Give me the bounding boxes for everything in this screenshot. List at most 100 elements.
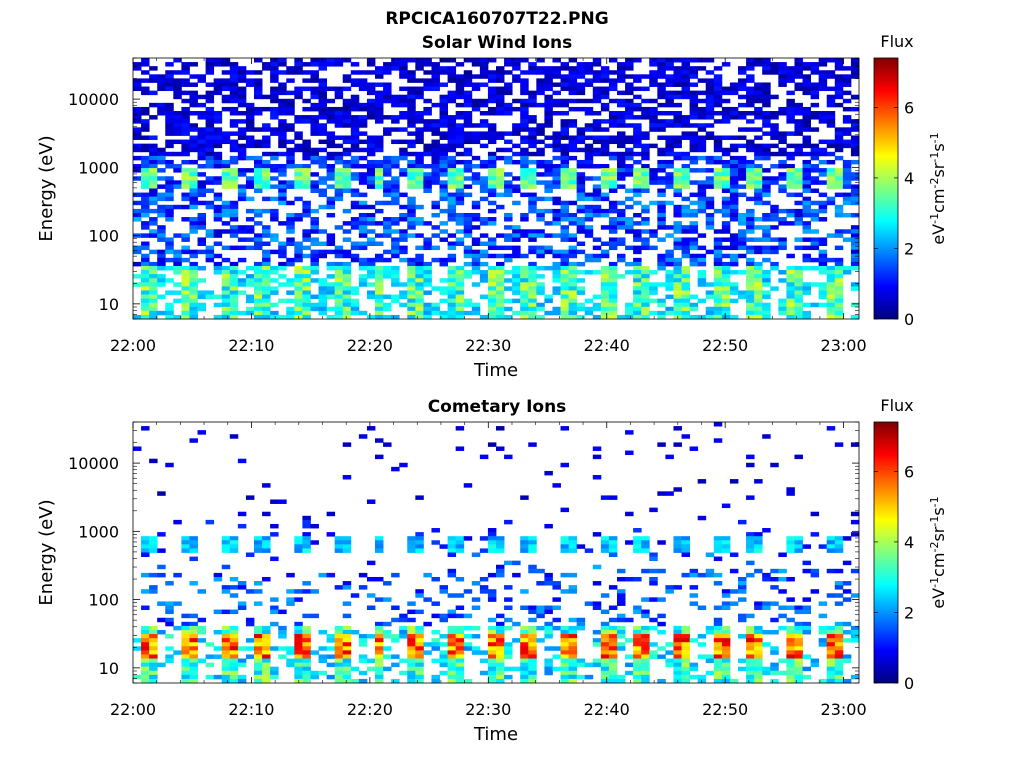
heatmap-cell <box>141 58 150 63</box>
heatmap-cell <box>318 241 327 246</box>
heatmap-cell <box>496 634 505 639</box>
heatmap-cell <box>358 119 368 124</box>
heatmap-cell <box>697 135 707 140</box>
heatmap-cell <box>286 70 295 75</box>
heatmap-cell <box>278 265 287 271</box>
heatmap-cell <box>383 314 392 320</box>
heatmap-cell <box>302 536 311 541</box>
heatmap-cell <box>391 159 400 165</box>
heatmap-cell <box>197 164 206 169</box>
heatmap-cell <box>221 642 231 647</box>
heatmap-cell <box>681 131 690 136</box>
heatmap-cell <box>229 86 239 92</box>
heatmap-cell <box>463 642 473 647</box>
heatmap-cell <box>641 86 650 92</box>
heatmap-cell <box>229 155 239 161</box>
heatmap-cell <box>576 617 586 623</box>
heatmap-cell <box>850 74 860 79</box>
heatmap-cell <box>254 176 263 181</box>
heatmap-cell <box>794 212 803 218</box>
heatmap-cell <box>181 172 190 177</box>
heatmap-cell <box>600 662 610 668</box>
heatmap-cell <box>189 200 198 206</box>
heatmap-cell <box>528 314 537 320</box>
heatmap-cell <box>705 123 715 128</box>
heatmap-cell <box>681 151 690 157</box>
heatmap-cell <box>278 98 287 104</box>
heatmap-cell <box>423 62 432 67</box>
heatmap-cell <box>447 123 457 128</box>
heatmap-cell <box>173 650 182 655</box>
heatmap-cell <box>278 629 287 635</box>
heatmap-cell <box>439 192 448 198</box>
heatmap-cell <box>544 164 553 169</box>
heatmap-cell <box>294 589 303 594</box>
heatmap-cell <box>713 548 723 553</box>
heatmap-cell <box>189 438 198 443</box>
heatmap-cell <box>754 188 763 193</box>
heatmap-cell <box>641 176 650 181</box>
heatmap-cell <box>350 221 360 226</box>
colorbar-unit-label: eV-1cm-2sr-1s-1 <box>928 132 949 244</box>
heatmap-cell <box>302 678 311 684</box>
heatmap-cell <box>528 196 537 202</box>
heatmap-cell <box>713 646 723 651</box>
heatmap-cell <box>310 106 319 112</box>
heatmap-cell <box>528 229 537 234</box>
heatmap-cell <box>746 168 755 173</box>
heatmap-cell <box>512 298 521 304</box>
heatmap-cell <box>342 123 352 128</box>
heatmap-cell <box>149 314 158 320</box>
heatmap-cell <box>673 143 682 149</box>
heatmap-cell <box>778 237 787 242</box>
heatmap-cell <box>415 62 424 67</box>
heatmap-cell <box>479 123 489 128</box>
heatmap-cell <box>560 265 569 271</box>
heatmap-cell <box>608 629 618 635</box>
heatmap-cell <box>697 515 707 521</box>
heatmap-cell <box>350 241 360 246</box>
heatmap-cell <box>318 253 327 259</box>
heatmap-cell <box>278 282 287 287</box>
heatmap-cell <box>391 245 400 251</box>
heatmap-cell <box>568 310 578 316</box>
heatmap-cell <box>213 151 223 157</box>
heatmap-cell <box>407 265 416 271</box>
heatmap-cell <box>834 168 844 173</box>
heatmap-cell <box>504 155 513 161</box>
heatmap-cell <box>415 589 424 594</box>
heatmap-cell <box>157 261 166 267</box>
heatmap-cell <box>310 115 319 120</box>
heatmap-cell <box>673 176 682 181</box>
heatmap-cell <box>608 274 618 279</box>
heatmap-cell <box>713 670 723 676</box>
heatmap-cell <box>754 90 763 96</box>
heatmap-cell <box>149 638 158 643</box>
heatmap-cell <box>826 74 836 79</box>
heatmap-cell <box>415 278 424 283</box>
heatmap-cell <box>149 646 158 651</box>
heatmap-cell <box>141 119 150 124</box>
heatmap-cell <box>262 483 271 488</box>
heatmap-cell <box>181 115 190 120</box>
heatmap-cell <box>504 233 513 238</box>
heatmap-cell <box>197 94 206 100</box>
heatmap-cell <box>399 282 408 287</box>
heatmap-cell <box>762 155 771 161</box>
heatmap-cell <box>576 176 586 181</box>
heatmap-cell <box>149 650 158 655</box>
heatmap-cell <box>278 245 287 251</box>
heatmap-cell <box>762 70 771 75</box>
heatmap-cell <box>738 237 747 242</box>
heatmap-cell <box>810 241 820 246</box>
heatmap-cell <box>407 609 416 615</box>
heatmap-cell <box>600 225 610 230</box>
heatmap-cell <box>237 282 247 287</box>
heatmap-cell <box>689 131 699 136</box>
heatmap-cell <box>383 274 392 279</box>
heatmap-cell <box>141 625 150 631</box>
heatmap-cell <box>738 168 747 173</box>
heatmap-cell <box>213 233 223 238</box>
heatmap-cell <box>310 74 319 79</box>
heatmap-cell <box>455 642 465 647</box>
